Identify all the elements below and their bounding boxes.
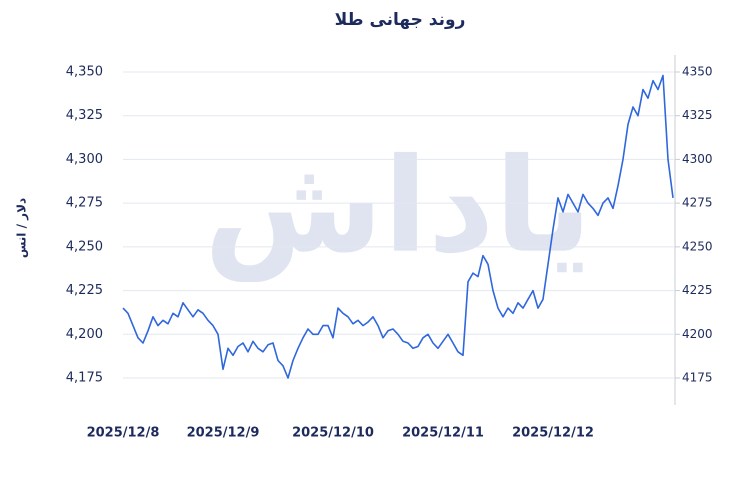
y2-tick-label: 4225 (682, 283, 713, 297)
chart-title: روند جهانی طلا (335, 10, 466, 30)
y-tick-label: 4,250 (66, 239, 103, 254)
y-tick-label: 4,325 (66, 108, 103, 123)
y2-tick-label: 4300 (682, 152, 713, 166)
y2-tick-label: 4350 (682, 64, 713, 78)
x-tick-label: 2025/12/11 (402, 426, 484, 441)
y-tick-label: 4,225 (66, 283, 103, 298)
watermark: یاداش (204, 130, 592, 282)
price-line (122, 74, 674, 379)
y2-tick-label: 4175 (682, 371, 713, 385)
y-tick-label: 4,275 (66, 196, 103, 211)
y2-tick-label: 4275 (682, 196, 713, 210)
y2-tick-label: 4200 (682, 327, 713, 341)
x-tick-label: 2025/12/9 (187, 426, 260, 441)
x-tick-label: 2025/12/10 (292, 426, 374, 441)
y-axis-label: دلار / انس (15, 198, 29, 258)
y2-tick-label: 4250 (682, 239, 713, 253)
x-tick-label: 2025/12/8 (87, 426, 160, 441)
y-tick-label: 4,300 (66, 152, 103, 167)
y-tick-label: 4,175 (66, 371, 103, 386)
y2-tick-label: 4325 (682, 108, 713, 122)
y-tick-label: 4,350 (66, 64, 103, 79)
x-tick-label: 2025/12/12 (512, 426, 594, 441)
y-tick-label: 4,200 (66, 327, 103, 342)
